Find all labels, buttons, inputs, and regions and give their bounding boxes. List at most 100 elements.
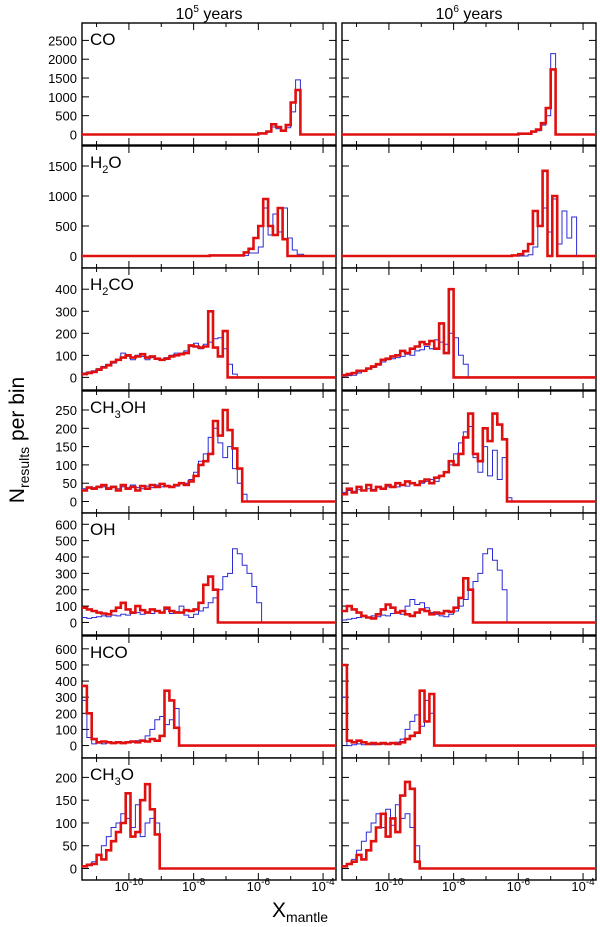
series-red-CH3O-0 [82, 782, 336, 870]
y-tick-label: 2500 [48, 33, 77, 48]
y-tick-label: 2000 [48, 52, 77, 67]
panel-CH3O-0 [81, 757, 337, 881]
y-tick-label: 500 [55, 658, 77, 673]
y-tick-label: 0 [70, 739, 77, 754]
series-red-CH3OH-0 [82, 408, 336, 503]
panel-frame [81, 390, 337, 514]
y-tick-label: 150 [55, 440, 77, 455]
x-tick-label: 10-4 [311, 877, 335, 894]
species-label-OH: OH [90, 520, 116, 539]
series-red-HCO-1 [342, 663, 596, 747]
panel-frame [81, 512, 337, 636]
y-tick-label: 0 [70, 615, 77, 630]
y-tick-label: 0 [70, 862, 77, 877]
y-tick-label: 0 [70, 370, 77, 385]
y-tick-label: 100 [55, 348, 77, 363]
x-tick-label: 10-10 [114, 877, 143, 894]
series-red-H2O-0 [82, 197, 336, 258]
y-tick-label: 400 [55, 674, 77, 689]
panel-frame [81, 635, 337, 759]
panel-frame [341, 145, 597, 269]
panel-OH-1 [341, 512, 597, 636]
column-title-1: 106 years [436, 4, 503, 23]
y-tick-label: 600 [55, 517, 77, 532]
panel-H2O-1 [341, 145, 597, 269]
x-tick-label: 10-10 [374, 877, 403, 894]
y-tick-label: 200 [55, 770, 77, 785]
panel-frame [81, 757, 337, 881]
y-tick-label: 200 [55, 706, 77, 721]
panel-HCO-0 [81, 635, 337, 759]
x-tick-label: 10-6 [247, 877, 271, 894]
species-label-H2CO: H2CO [90, 275, 134, 298]
y-tick-label: 200 [55, 421, 77, 436]
panel-frame [341, 390, 597, 514]
y-tick-label: 500 [55, 219, 77, 234]
panel-CH3OH-1 [341, 390, 597, 514]
y-axis-title: Nresults per bin [6, 377, 32, 503]
y-tick-label: 1000 [48, 90, 77, 105]
y-tick-label: 50 [63, 476, 77, 491]
series-red-CH3O-1 [342, 780, 596, 870]
panel-CO-0 [81, 22, 337, 146]
panel-H2CO-0 [81, 267, 337, 391]
panel-frame [341, 635, 597, 759]
series-red-CH3OH-1 [342, 412, 596, 503]
y-tick-label: 1000 [48, 189, 77, 204]
series-red-H2CO-0 [82, 310, 336, 379]
panel-frame [81, 145, 337, 269]
y-tick-label: 300 [55, 690, 77, 705]
y-tick-label: 150 [55, 793, 77, 808]
y-tick-label: 250 [55, 403, 77, 418]
y-tick-label: 300 [55, 566, 77, 581]
species-label-CO: CO [90, 30, 116, 49]
y-tick-label: 600 [55, 642, 77, 657]
panel-frame [341, 757, 597, 881]
y-tick-label: 200 [55, 326, 77, 341]
y-tick-label: 200 [55, 583, 77, 598]
y-tick-label: 50 [63, 839, 77, 854]
panel-OH-0 [81, 512, 337, 636]
panel-H2O-0 [81, 145, 337, 269]
panel-CO-1 [341, 22, 597, 146]
y-tick-label: 100 [55, 599, 77, 614]
y-tick-label: 1500 [48, 71, 77, 86]
y-tick-label: 100 [55, 458, 77, 473]
series-red-H2CO-1 [342, 287, 596, 379]
panel-H2CO-1 [341, 267, 597, 391]
y-tick-label: 300 [55, 304, 77, 319]
series-red-CO-1 [342, 68, 596, 136]
x-tick-label: 10-8 [182, 877, 206, 894]
panel-HCO-1 [341, 635, 597, 759]
y-tick-label: 100 [55, 722, 77, 737]
series-red-OH-1 [342, 577, 596, 624]
x-tick-label: 10-4 [571, 877, 595, 894]
series-red-HCO-0 [82, 684, 336, 747]
species-label-HCO: HCO [90, 643, 128, 662]
panel-CH3OH-0 [81, 390, 337, 514]
panel-frame [81, 22, 337, 146]
species-label-H2O: H2O [90, 153, 122, 176]
series-red-H2O-1 [342, 169, 596, 258]
y-tick-label: 0 [70, 495, 77, 510]
species-label-CH3O: CH3O [90, 765, 134, 788]
panel-frame [341, 267, 597, 391]
panel-frame [341, 22, 597, 146]
panel-CH3O-1 [341, 757, 597, 881]
y-tick-label: 400 [55, 550, 77, 565]
y-tick-label: 1500 [48, 159, 77, 174]
species-label-CH3OH: CH3OH [90, 398, 146, 421]
y-tick-label: 0 [70, 127, 77, 142]
x-tick-label: 10-8 [442, 877, 466, 894]
series-blue-H2O-0 [82, 207, 336, 257]
series-red-OH-0 [82, 575, 336, 624]
series-red-CO-0 [82, 88, 336, 136]
y-tick-label: 500 [55, 534, 77, 549]
column-title-0: 105 years [176, 4, 243, 23]
x-tick-label: 10-6 [507, 877, 531, 894]
y-tick-label: 400 [55, 282, 77, 297]
x-axis-title: Xmantle [272, 899, 328, 925]
y-tick-label: 100 [55, 816, 77, 831]
y-tick-label: 0 [70, 249, 77, 264]
